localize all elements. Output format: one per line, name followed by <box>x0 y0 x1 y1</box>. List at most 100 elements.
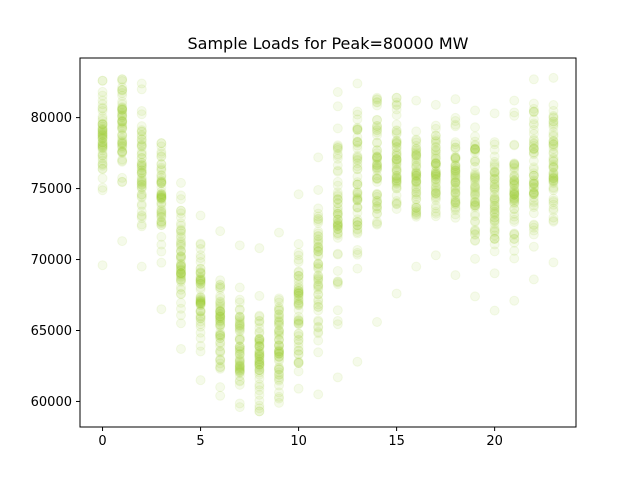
data-point <box>411 126 422 137</box>
data-point <box>470 210 481 221</box>
data-point <box>136 106 147 117</box>
data-point <box>273 351 284 362</box>
data-point <box>352 152 363 163</box>
data-point <box>391 127 402 138</box>
data-point <box>117 139 128 150</box>
data-point <box>273 334 284 345</box>
data-point <box>509 237 520 248</box>
data-point <box>352 143 363 154</box>
data-point <box>548 113 559 124</box>
data-point <box>509 203 520 214</box>
data-point <box>391 170 402 181</box>
data-point <box>234 361 245 372</box>
data-point <box>293 288 304 299</box>
data-point <box>391 165 402 176</box>
data-point <box>548 131 559 142</box>
data-point <box>430 203 441 214</box>
data-point <box>234 334 245 345</box>
data-point <box>332 176 343 187</box>
data-point <box>430 160 441 171</box>
data-point <box>313 249 324 260</box>
data-point <box>548 163 559 174</box>
data-point <box>489 156 500 167</box>
data-point <box>470 172 481 183</box>
data-point <box>97 95 108 106</box>
data-point <box>548 136 559 147</box>
data-point <box>117 142 128 153</box>
data-point <box>254 369 265 380</box>
data-point <box>372 176 383 187</box>
data-point <box>489 203 500 214</box>
data-point <box>391 158 402 169</box>
data-point <box>293 298 304 309</box>
data-point <box>215 311 226 322</box>
data-point <box>156 204 167 215</box>
data-point <box>509 188 520 199</box>
data-point <box>489 144 500 155</box>
data-point <box>215 353 226 364</box>
data-point <box>293 250 304 261</box>
data-point <box>254 342 265 353</box>
data-point <box>352 249 363 260</box>
data-point <box>97 128 108 139</box>
data-point <box>234 362 245 373</box>
data-point <box>332 189 343 200</box>
data-point <box>372 152 383 163</box>
data-point <box>313 305 324 316</box>
data-point <box>313 326 324 337</box>
data-point <box>175 269 186 280</box>
data-point <box>509 175 520 186</box>
data-point <box>215 317 226 328</box>
data-point <box>450 166 461 177</box>
data-point <box>548 129 559 140</box>
data-point <box>195 375 206 386</box>
data-point <box>117 111 128 122</box>
data-point <box>254 333 265 344</box>
data-point <box>273 346 284 357</box>
data-point <box>234 350 245 361</box>
data-point <box>391 203 402 214</box>
data-point <box>332 140 343 151</box>
x-tick-label: 15 <box>388 434 405 449</box>
data-point <box>411 202 422 213</box>
data-point <box>136 140 147 151</box>
data-point <box>195 263 206 274</box>
data-point <box>509 189 520 200</box>
data-point <box>117 136 128 147</box>
data-point <box>117 138 128 149</box>
data-point <box>273 330 284 341</box>
data-point <box>195 306 206 317</box>
data-point <box>411 177 422 188</box>
data-point <box>548 110 559 121</box>
data-point <box>450 169 461 180</box>
data-point <box>372 201 383 212</box>
data-point <box>372 163 383 174</box>
data-point <box>430 177 441 188</box>
data-point <box>313 230 324 241</box>
data-point <box>352 187 363 198</box>
data-point <box>332 209 343 220</box>
data-point <box>273 380 284 391</box>
data-point <box>470 156 481 167</box>
data-point <box>391 181 402 192</box>
data-point <box>430 208 441 219</box>
data-point <box>313 270 324 281</box>
data-point <box>489 177 500 188</box>
data-point <box>470 171 481 182</box>
data-point <box>254 351 265 362</box>
data-point <box>450 112 461 123</box>
data-point <box>509 95 520 106</box>
data-point <box>528 143 539 154</box>
data-point <box>372 122 383 133</box>
data-point <box>411 166 422 177</box>
data-point <box>97 155 108 166</box>
data-point <box>254 340 265 351</box>
data-point <box>195 298 206 309</box>
data-point <box>313 301 324 312</box>
data-point <box>548 162 559 173</box>
data-point <box>489 173 500 184</box>
data-point <box>509 175 520 186</box>
data-point <box>254 379 265 390</box>
data-point <box>273 309 284 320</box>
data-point <box>489 212 500 223</box>
